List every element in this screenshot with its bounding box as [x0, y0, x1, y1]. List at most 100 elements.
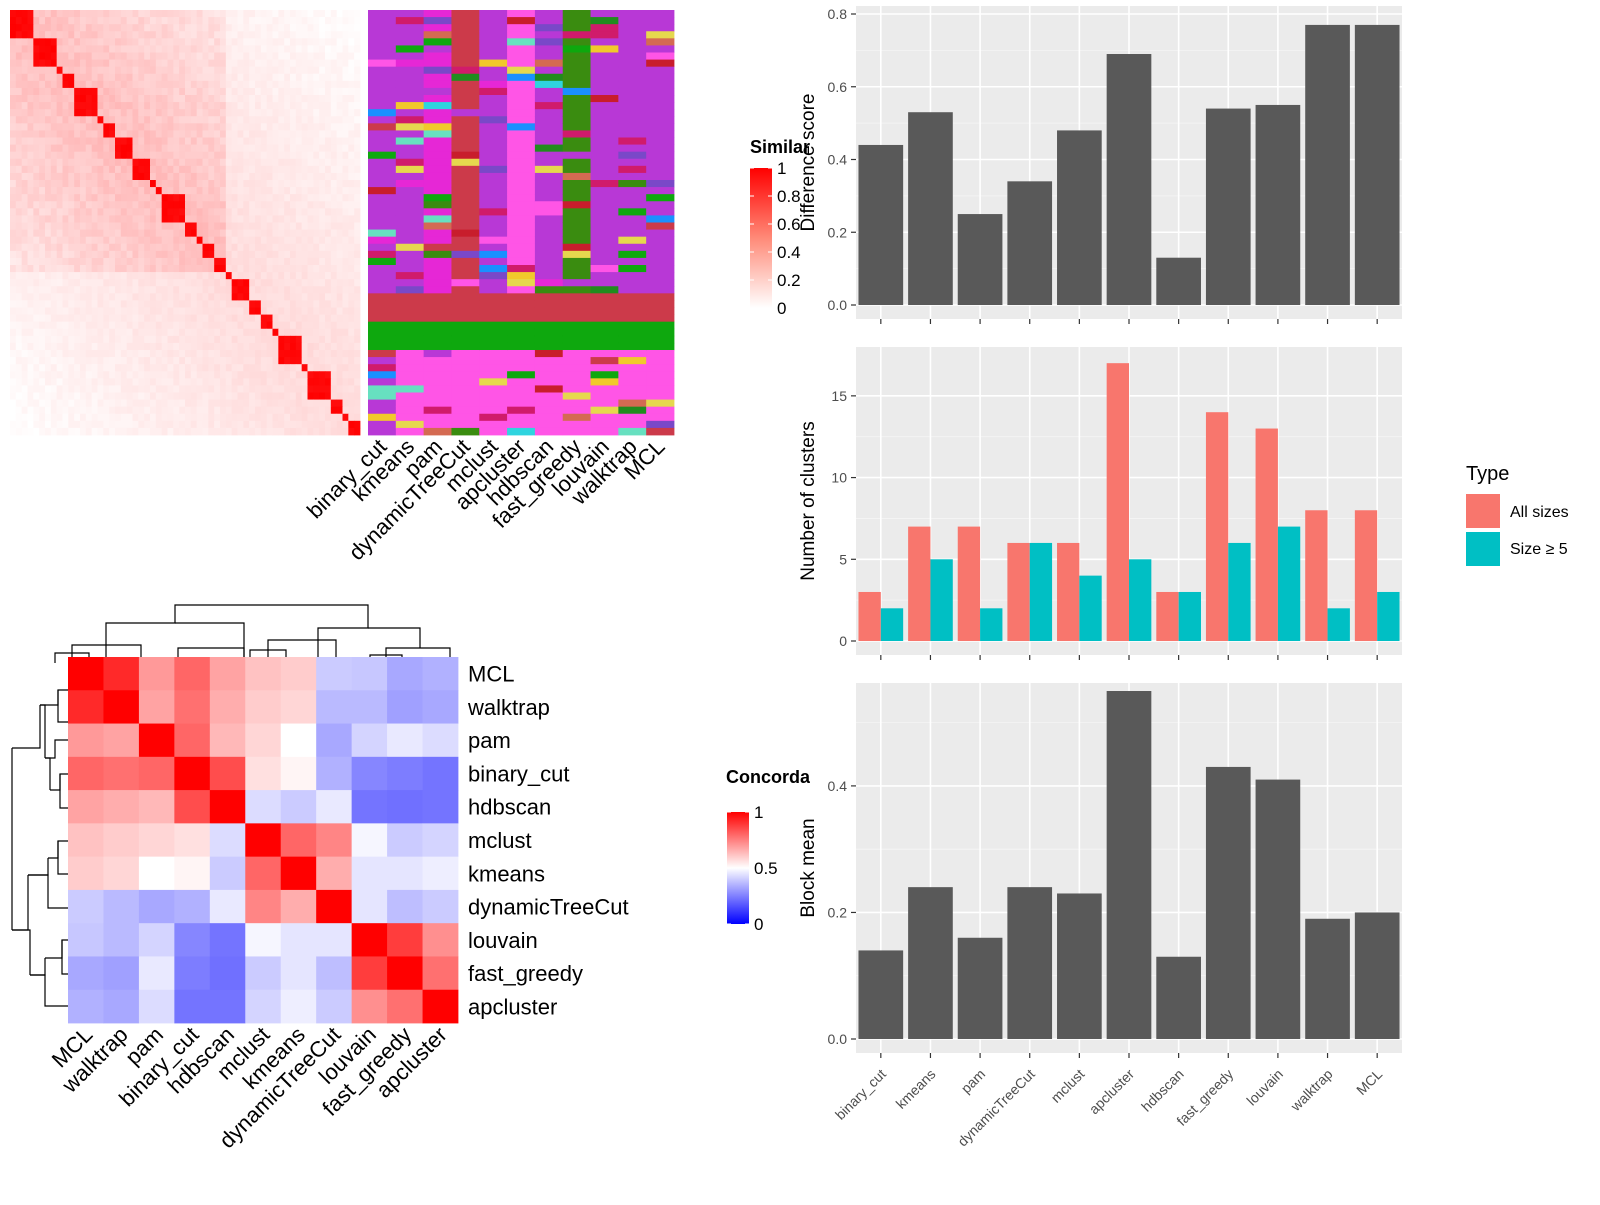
cluster-cell	[423, 59, 452, 68]
cluster-cell	[590, 293, 619, 301]
similarity-cell	[167, 137, 174, 145]
similarity-cell	[255, 229, 262, 238]
similarity-cell	[225, 95, 233, 103]
similarity-cell	[173, 180, 180, 188]
similarity-cell	[68, 52, 75, 60]
similarity-cell	[132, 45, 139, 53]
cluster-cell	[507, 95, 536, 103]
similarity-cell	[179, 314, 186, 323]
similarity-cell	[10, 364, 17, 372]
similarity-cell	[21, 208, 28, 216]
similarity-cell	[208, 215, 215, 223]
similarity-cell	[290, 229, 297, 238]
similarity-cell	[325, 420, 332, 429]
similarity-cell	[132, 123, 139, 131]
similarity-cell	[290, 187, 297, 195]
similarity-cell	[161, 17, 168, 25]
similarity-cell	[120, 201, 128, 209]
similarity-cell	[260, 144, 268, 153]
similarity-cell	[50, 194, 58, 202]
similarity-cell	[272, 265, 279, 273]
similarity-cell	[185, 364, 192, 372]
concordance-cell	[103, 657, 140, 691]
similarity-cell	[50, 180, 58, 188]
cluster-cell	[562, 385, 591, 393]
cluster-cell	[618, 250, 647, 259]
similarity-cell	[231, 364, 238, 372]
similarity-cell	[313, 307, 320, 315]
similarity-cell	[243, 229, 250, 238]
similarity-cell	[225, 250, 233, 259]
similarity-cell	[45, 187, 52, 195]
similarity-cell	[85, 102, 93, 110]
similarity-cell	[220, 59, 227, 68]
similarity-cell	[220, 187, 227, 195]
similarity-cell	[15, 413, 23, 422]
cluster-cell	[368, 109, 397, 117]
cluster-cell	[395, 130, 425, 138]
similarity-cell	[266, 180, 273, 188]
similarity-cell	[138, 413, 145, 422]
similarity-cell	[109, 335, 116, 344]
similarity-cell	[255, 378, 262, 386]
similarity-cell	[68, 187, 75, 195]
similarity-cell	[342, 350, 349, 358]
similarity-cell	[225, 293, 233, 301]
similarity-cell	[231, 52, 238, 60]
similarity-cell	[325, 406, 332, 415]
cluster-cell	[618, 321, 647, 330]
cluster-cell	[479, 165, 508, 174]
similarity-cell	[80, 307, 87, 315]
similarity-cell	[45, 10, 52, 18]
similarity-cell	[103, 95, 110, 103]
cluster-cell	[507, 314, 536, 323]
cluster-cell	[395, 250, 425, 259]
cluster-cell	[646, 201, 675, 209]
cluster-cell	[618, 137, 647, 145]
similarity-cell	[27, 80, 34, 89]
similarity-cell	[301, 392, 308, 400]
similarity-cell	[231, 187, 238, 195]
similarity-cell	[190, 300, 198, 308]
similarity-cell	[290, 165, 297, 174]
similarity-cell	[307, 38, 314, 46]
similarity-cell	[155, 52, 163, 60]
similarity-cell	[109, 350, 116, 358]
similarity-cell	[68, 265, 75, 273]
similarity-cell	[74, 73, 81, 82]
similarity-cell	[167, 172, 174, 181]
similarity-cell	[150, 180, 157, 188]
similarity-cell	[272, 236, 279, 245]
similarity-cell	[144, 236, 151, 245]
similarity-cell	[167, 399, 174, 408]
similarity-cell	[243, 420, 250, 429]
similarity-cell	[354, 371, 361, 379]
similarity-cell	[144, 371, 151, 379]
similarity-cell	[202, 123, 209, 131]
similarity-cell	[354, 123, 361, 131]
similarity-cell	[10, 399, 17, 408]
similarity-cell	[202, 17, 209, 25]
cluster-cell	[451, 66, 480, 75]
similarity-cell	[313, 293, 320, 301]
cluster-cell	[534, 229, 564, 238]
similarity-cell	[173, 364, 180, 372]
similarity-cell	[336, 10, 343, 18]
similarity-cell	[330, 144, 338, 153]
x-tick-label: apcluster	[1086, 1066, 1138, 1118]
similarity-cell	[56, 406, 63, 415]
similarity-cell	[202, 31, 209, 39]
similarity-cell	[272, 38, 279, 46]
cluster-cell	[395, 371, 425, 379]
similarity-cell	[260, 236, 268, 245]
similarity-cell	[33, 385, 40, 393]
similarity-cell	[120, 385, 128, 393]
similarity-cell	[45, 335, 52, 344]
similarity-cell	[325, 158, 332, 167]
similarity-cell	[144, 392, 151, 400]
concordance-row-label: fast_greedy	[468, 961, 583, 986]
similarity-cell	[295, 45, 303, 53]
similarity-cell	[225, 243, 233, 252]
similarity-cell	[272, 165, 279, 174]
similarity-cell	[185, 87, 192, 96]
